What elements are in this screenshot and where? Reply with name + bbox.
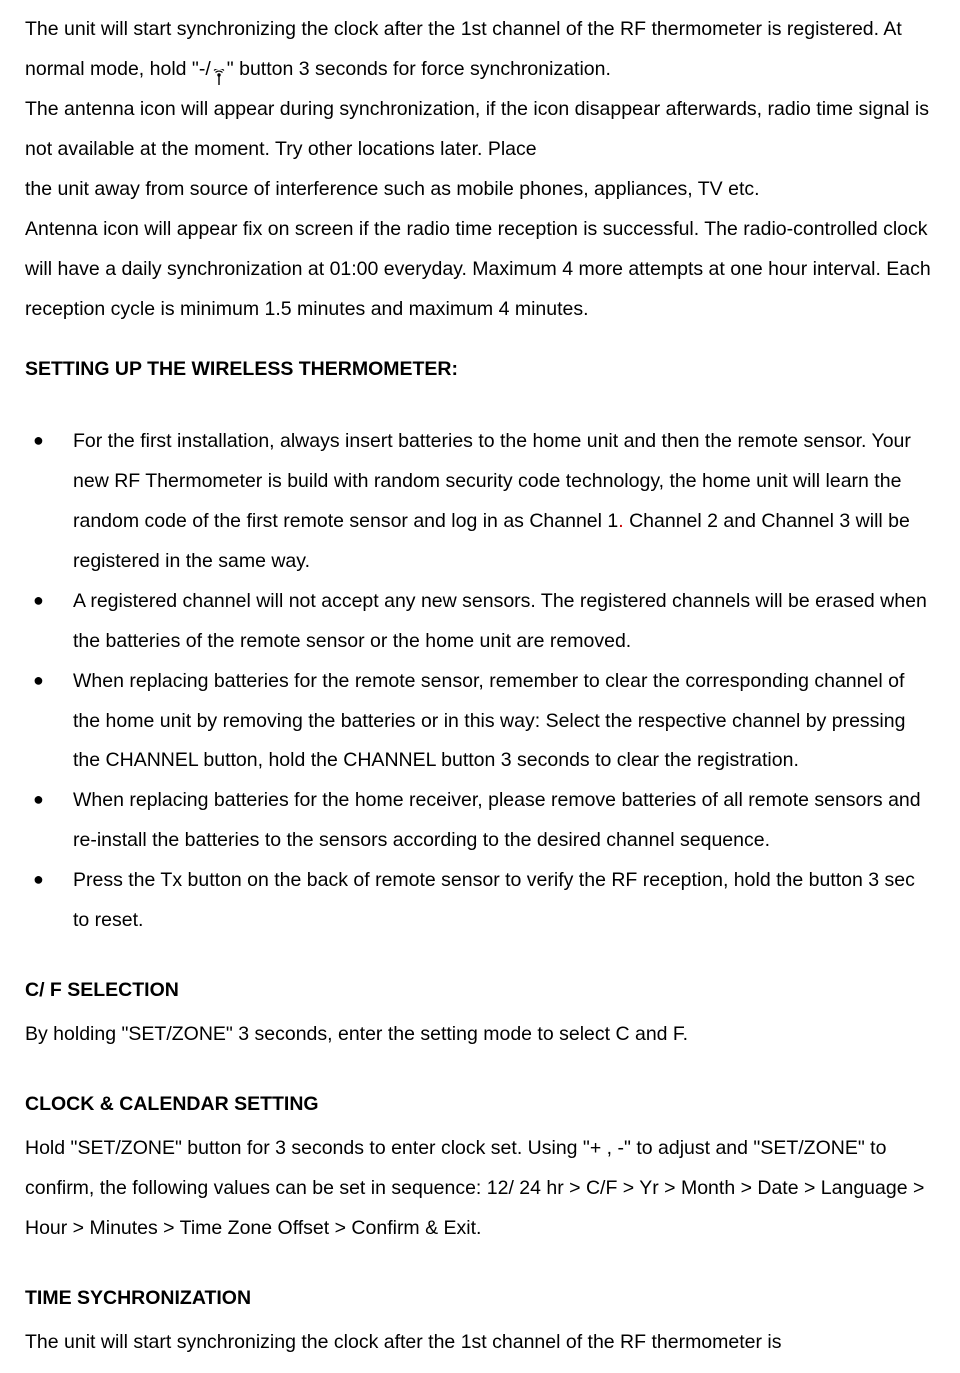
list-item-text: When replacing batteries for the remote … bbox=[73, 670, 905, 772]
cf-selection-heading: C/ F SELECTION bbox=[25, 971, 935, 1011]
list-item-text: Press the Tx button on the back of remot… bbox=[73, 869, 915, 931]
list-item: A registered channel will not accept any… bbox=[25, 582, 935, 662]
clock-calendar-heading: CLOCK & CALENDAR SETTING bbox=[25, 1085, 935, 1125]
list-item: When replacing batteries for the home re… bbox=[25, 781, 935, 861]
intro-paragraph-2: The antenna icon will appear during sync… bbox=[25, 90, 935, 170]
intro-text-1b: " button 3 seconds for force synchroniza… bbox=[227, 58, 611, 80]
setting-up-heading: SETTING UP THE WIRELESS THERMOMETER: bbox=[25, 350, 935, 390]
list-item: Press the Tx button on the back of remot… bbox=[25, 861, 935, 941]
time-sync-heading: TIME SYCHRONIZATION bbox=[25, 1279, 935, 1319]
intro-paragraph-4: Antenna icon will appear fix on screen i… bbox=[25, 210, 935, 330]
intro-paragraph-1: The unit will start synchronizing the cl… bbox=[25, 10, 935, 90]
clock-calendar-body: Hold "SET/ZONE" button for 3 seconds to … bbox=[25, 1129, 935, 1249]
antenna-icon bbox=[211, 60, 227, 76]
list-item-text: A registered channel will not accept any… bbox=[73, 590, 927, 652]
cf-selection-body: By holding "SET/ZONE" 3 seconds, enter t… bbox=[25, 1015, 935, 1055]
list-item-text: When replacing batteries for the home re… bbox=[73, 789, 921, 851]
intro-paragraph-3: the unit away from source of interferenc… bbox=[25, 170, 935, 210]
list-item: For the first installation, always inser… bbox=[25, 422, 935, 582]
time-sync-body: The unit will start synchronizing the cl… bbox=[25, 1323, 935, 1363]
setting-up-list: For the first installation, always inser… bbox=[25, 422, 935, 942]
list-item: When replacing batteries for the remote … bbox=[25, 662, 935, 782]
